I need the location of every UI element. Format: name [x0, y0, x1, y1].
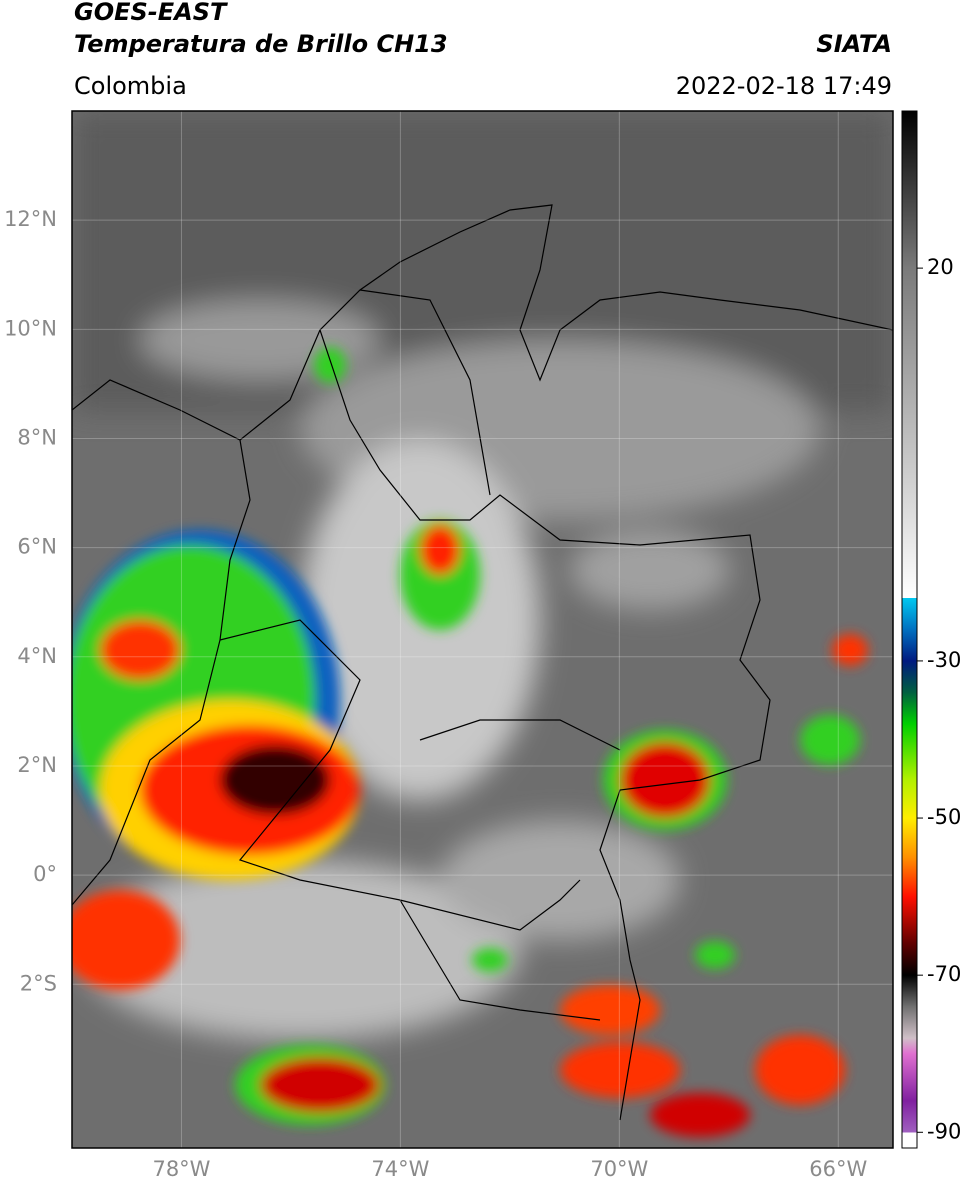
y-tick-label: 12°N: [4, 207, 57, 231]
y-tick-label: 4°N: [17, 644, 57, 668]
source: SIATA: [816, 30, 892, 58]
x-tick-label: 78°W: [152, 1157, 210, 1181]
y-tick-label: 2°N: [17, 753, 57, 777]
colorbar-tick-label: -90: [927, 1119, 961, 1143]
colorbar-tick-label: -30: [927, 648, 961, 672]
x-tick-label: 74°W: [371, 1157, 429, 1181]
colorbar-tick-label: -70: [927, 962, 961, 986]
datetime: 2022-02-18 17:49: [676, 72, 892, 100]
map-frame: [71, 110, 894, 1149]
y-tick-label: 0°: [33, 862, 57, 886]
x-tick-label: 66°W: [809, 1157, 867, 1181]
satellite-image: [72, 111, 893, 1148]
y-tick-label: 8°N: [17, 425, 57, 449]
y-tick-label: 6°N: [17, 535, 57, 559]
colorbar-tick-label: 20: [927, 255, 954, 279]
y-tick-label: 10°N: [4, 316, 57, 340]
title: GOES-EAST: [74, 0, 228, 26]
subtitle: Temperatura de Brillo CH13: [74, 30, 448, 58]
region: Colombia: [74, 72, 187, 100]
colorbar: [901, 110, 918, 1149]
y-tick-label: 2°S: [20, 971, 57, 995]
x-tick-label: 70°W: [590, 1157, 648, 1181]
colorbar-tick-label: -50: [927, 805, 961, 829]
